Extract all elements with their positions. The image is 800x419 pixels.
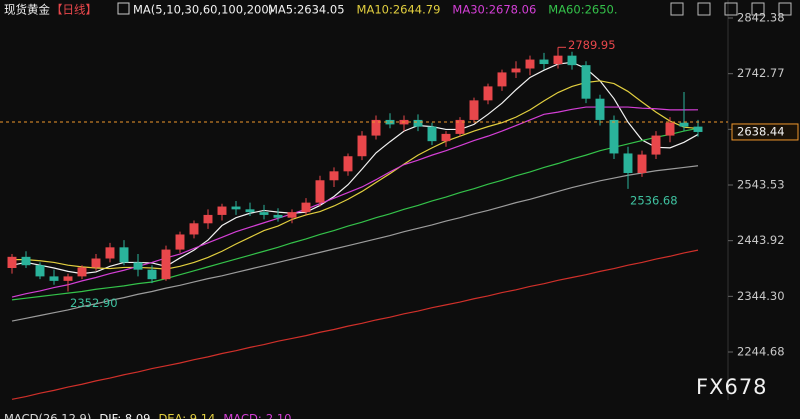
ma-line <box>11 127 699 301</box>
candle-body <box>441 133 451 142</box>
candle-body <box>35 265 45 277</box>
candle-body <box>539 59 549 65</box>
plot-area <box>7 47 703 400</box>
candle-body <box>287 212 297 218</box>
legend-entry: MA60:2650. <box>548 3 617 17</box>
y-tick-label: 2742.77 <box>737 66 785 80</box>
candle-body <box>483 86 493 101</box>
candle-body <box>7 256 17 269</box>
candle-body <box>245 209 255 213</box>
candle-body <box>105 247 115 259</box>
tool-icon[interactable] <box>697 2 711 16</box>
chart-title: 现货黄金 <box>4 3 50 17</box>
candle-body <box>49 276 59 281</box>
candle-body <box>567 55 577 66</box>
candle-body <box>21 256 31 266</box>
candle-body <box>91 258 101 268</box>
candle-body <box>147 269 157 280</box>
candle-body <box>273 214 283 218</box>
period-label: 【日线】 <box>51 3 97 17</box>
candle-body <box>343 156 353 172</box>
watermark: FX678 <box>696 375 768 399</box>
candle-body <box>301 202 311 213</box>
y-tick-label: 2344.30 <box>737 289 785 303</box>
indicator-label: MA(5,10,30,60,100,200) <box>133 3 273 17</box>
last-price-box <box>731 123 799 141</box>
candle-body <box>231 206 241 210</box>
candle-body <box>581 65 591 99</box>
candle-body <box>455 119 465 134</box>
candle-body <box>371 119 381 136</box>
candle-body <box>217 206 227 215</box>
candle-body <box>119 247 129 263</box>
legend-entry: MA5:2634.05 <box>268 3 345 17</box>
candle-body <box>189 223 199 235</box>
toolbar <box>670 2 792 16</box>
candle-body <box>609 119 619 154</box>
footer-text: MACD(26,12,9) <box>4 412 91 419</box>
candle-body <box>469 100 479 120</box>
candle-body <box>665 122 675 136</box>
candle-body <box>203 214 213 224</box>
tool-icon[interactable] <box>751 2 765 16</box>
candle-body <box>427 126 437 142</box>
y-tick-label: 2443.92 <box>737 233 785 247</box>
candle-body <box>525 59 535 69</box>
ma-line <box>11 106 699 298</box>
candle-body <box>175 234 185 250</box>
annotation-label: 2789.95 <box>568 38 616 52</box>
candle-body <box>623 153 633 174</box>
candle-body <box>693 126 703 132</box>
footer-text: DEA: 9.14 <box>158 412 215 419</box>
candle-body <box>133 262 143 270</box>
ma-line <box>11 165 699 322</box>
settings-icon[interactable] <box>117 2 130 15</box>
candle-body <box>497 72 507 87</box>
footer-text: MACD:-2.10 <box>223 412 291 419</box>
candle-body <box>329 171 339 181</box>
candle-body <box>679 122 689 127</box>
legend-entry: MA10:2644.79 <box>357 3 441 17</box>
last-price-label: 2638.44 <box>737 124 785 138</box>
candle-body <box>637 154 647 174</box>
tool-icon[interactable] <box>724 2 738 16</box>
tool-icon[interactable] <box>670 2 684 16</box>
candle-body <box>63 276 73 281</box>
annotation-label: 2352.90 <box>70 296 118 310</box>
y-tick-label: 2842.38 <box>737 11 785 25</box>
candle-body <box>77 267 87 277</box>
candle-body <box>413 119 423 127</box>
candle-body <box>511 68 521 73</box>
ma-line <box>11 249 699 400</box>
legend-entry: MA30:2678.06 <box>452 3 536 17</box>
annotation-label: 2536.68 <box>630 193 678 207</box>
footer-text: DIF: 8.09 <box>99 412 150 419</box>
candle-body <box>259 212 269 215</box>
y-tick-label: 2543.53 <box>737 178 785 192</box>
candle-body <box>357 135 367 157</box>
tool-icon[interactable] <box>778 2 792 16</box>
y-tick-label: 2244.68 <box>737 345 785 359</box>
candle-body <box>315 180 325 203</box>
candle-body <box>161 249 171 280</box>
candle-body <box>651 135 661 155</box>
candle-body <box>595 98 605 120</box>
candle-body <box>553 55 563 65</box>
